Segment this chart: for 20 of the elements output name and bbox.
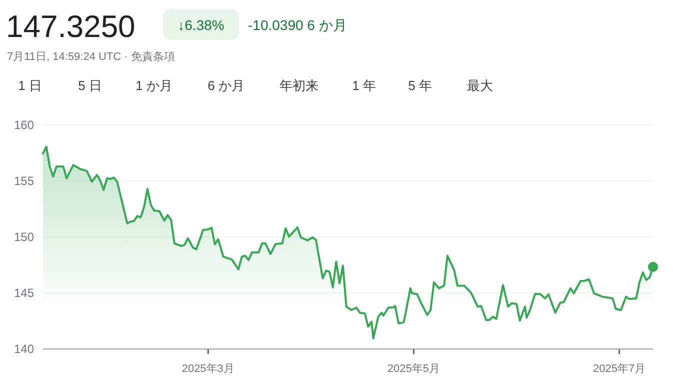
text: -10.0390 6 か月 xyxy=(248,17,347,33)
chart-subtitle: 7月11日, 14:59:24 UTC · 免責条項 xyxy=(7,50,175,63)
y-tick-label: 145 xyxy=(14,286,34,300)
y-tick-label: 150 xyxy=(14,230,34,244)
change-badge: ↓6.38% xyxy=(163,9,239,40)
y-tick-label: 140 xyxy=(14,342,34,356)
text: 最大 xyxy=(467,78,493,93)
y-tick-label: 160 xyxy=(14,118,34,132)
text: 5 年 xyxy=(408,78,432,93)
chart-title: 147.3250 xyxy=(6,9,136,44)
x-tick-label: 2025年5月 xyxy=(387,363,440,375)
text: 年初来 xyxy=(280,78,318,93)
text: 1 日 xyxy=(18,78,42,93)
text: 1 年 xyxy=(352,78,376,93)
x-tick-label: 2025年3月 xyxy=(182,363,234,375)
text: 6 か月 xyxy=(208,78,244,93)
text: 5 日 xyxy=(78,78,102,93)
y-tick-label: 155 xyxy=(14,174,34,188)
x-tick-label: 2025年7月 xyxy=(593,363,646,375)
text: 1 か月 xyxy=(136,78,172,93)
